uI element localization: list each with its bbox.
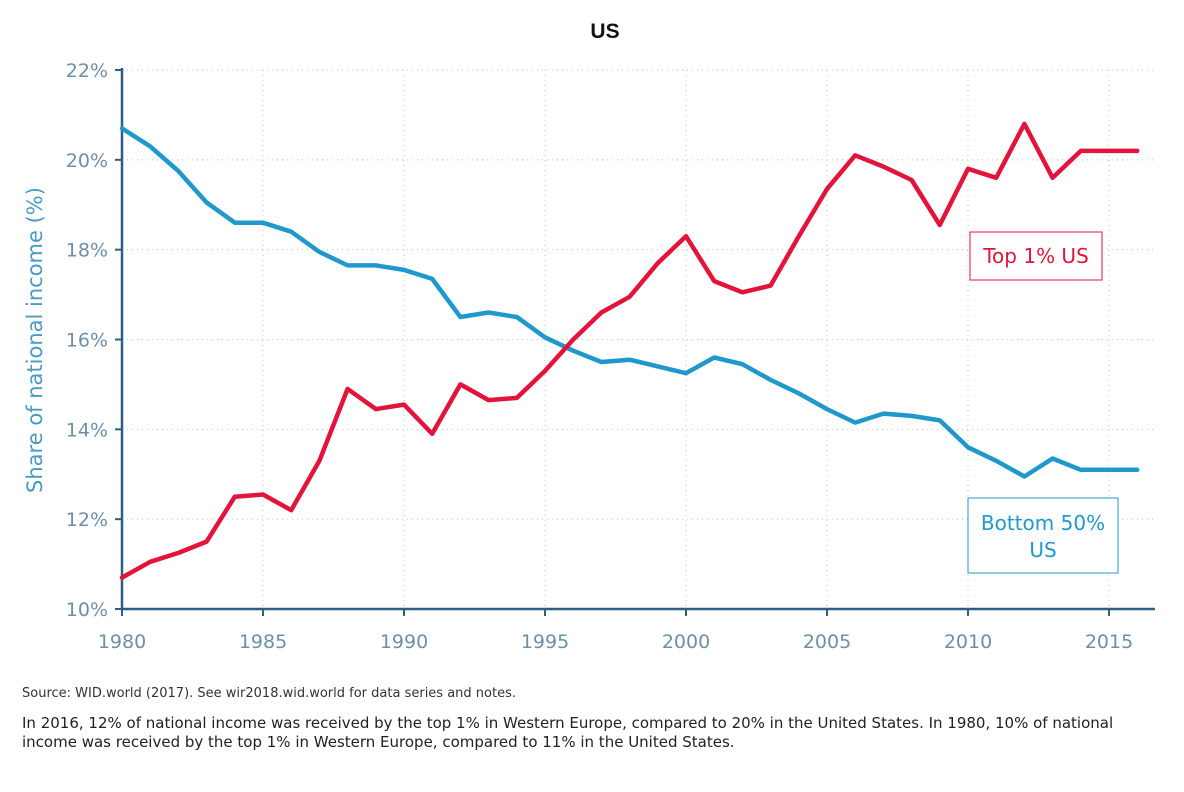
chart-title: US (590, 20, 619, 43)
y-tick-label: 22% (66, 60, 108, 82)
x-tick-label: 2005 (803, 631, 851, 653)
legend: Top 1% US Bottom 50% US (967, 231, 1119, 574)
legend-box-top1 (969, 231, 1103, 281)
x-tick-label: 2015 (1085, 631, 1133, 653)
caption-note: In 2016, 12% of national income was rece… (22, 714, 1114, 751)
y-tick-label: 16% (66, 330, 108, 352)
x-tick-label: 2000 (662, 631, 710, 653)
legend-label-bottom50-line1: Bottom 50% (981, 511, 1105, 535)
y-axis-label: Share of national income (%) (23, 187, 47, 493)
x-tick-label: 2010 (944, 631, 992, 653)
y-tick-label: 12% (66, 509, 108, 531)
x-tick-label: 1980 (98, 631, 146, 653)
series-line-top1 (119, 121, 1140, 580)
y-tick-label: 14% (66, 419, 108, 441)
x-tick-label: 1995 (521, 631, 569, 653)
y-tick-label: 18% (66, 240, 108, 262)
legend-label-top1: Top 1% US (982, 244, 1089, 268)
line-chart: US Share of national income (%) 10% 12% 14… (23, 20, 1155, 653)
axes: 10% 12% 14% 16% 18% 20% 22% 1980 1985 1990 1995 200… (66, 60, 1155, 653)
y-tick-label: 10% (66, 599, 108, 621)
legend-box-bottom50 (967, 497, 1119, 574)
series-lines (119, 121, 1140, 580)
legend-label-bottom50-line2: US (1029, 538, 1056, 562)
source-note: Source: WID.world (2017). See wir2018.wi… (22, 686, 516, 701)
series-line-bottom50 (119, 126, 1140, 479)
y-tick-label: 20% (66, 150, 108, 172)
x-tick-label: 1990 (380, 631, 428, 653)
x-tick-label: 1985 (239, 631, 287, 653)
